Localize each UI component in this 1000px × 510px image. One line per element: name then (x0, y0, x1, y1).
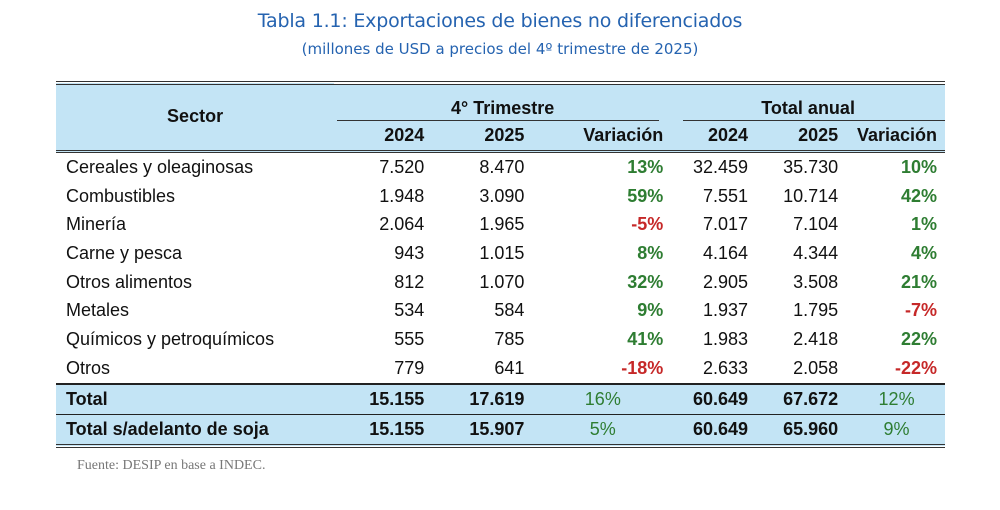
a-2024-cell: 4.164 (702, 242, 749, 263)
sector-cell: Otros alimentos (66, 271, 193, 292)
header-row-groups: Sector 4° Trimestre Total anual (56, 83, 945, 152)
q-variation-cell: 41% (627, 328, 664, 349)
a-variation-cell: 12% (848, 383, 945, 415)
a-variation-cell: 1% (910, 214, 937, 235)
q-variation-cell: -18% (534, 353, 672, 385)
q-2024-cell: 779 (334, 353, 435, 385)
q-2024-cell: 15.155 (334, 383, 435, 415)
table-title: Tabla 1.1: Exportaciones de bienes no di… (257, 10, 743, 32)
q-2025-cell: 584 (494, 300, 525, 321)
q-variation-cell: 8% (637, 242, 664, 263)
total-row: Total 15.155 17.619 16% 60.649 67.672 12% (56, 383, 945, 415)
table-body: Cereales y oleaginosas 7.520 8.470 13% 32.45… (56, 152, 945, 446)
q-variation-cell: 9% (637, 300, 664, 321)
a-2025-cell: 2.058 (758, 353, 849, 385)
exports-table: Sector 4° Trimestre Total anual 2024 202… (56, 81, 945, 448)
a-2024-cell: 1.937 (702, 300, 749, 321)
q-variation-cell: 59% (627, 185, 664, 206)
q-2025-cell: 641 (434, 353, 535, 385)
sector-cell: Cereales y oleaginosas (66, 156, 254, 177)
sector-cell: Combustibles (66, 185, 176, 206)
table-row: Otros 779 641 -18% 2.633 2.058 -22% (56, 353, 945, 385)
header-row-columns: 2024 2025 Variación 2024 2025 Variación (56, 121, 945, 152)
a-2025-cell: 3.508 (793, 271, 839, 292)
a-variation-cell: 22% (900, 328, 937, 349)
a-2024-cell: 7.017 (702, 214, 749, 235)
q-2024-cell: 15.155 (334, 414, 435, 446)
a-variation-cell: 42% (900, 185, 937, 206)
q-variation-cell: -5% (631, 214, 664, 235)
a-2024-cell: 2.905 (702, 271, 749, 292)
sector-cell: Carne y pesca (66, 242, 183, 263)
a-2024-cell: 32.459 (692, 156, 749, 177)
col-header-a-variation: Variación (848, 121, 945, 152)
a-2024-cell: 60.649 (671, 383, 759, 415)
q-2025-cell: 3.090 (479, 185, 525, 206)
a-variation-cell: 21% (900, 271, 937, 292)
a-variation-cell: 4% (910, 242, 937, 263)
a-2025-cell: 1.795 (793, 300, 839, 321)
table-row: Minería 2.064 1.965 -5% 7.017 7.104 1% (56, 210, 945, 239)
a-variation-cell: 10% (900, 156, 937, 177)
a-variation-cell: 9% (848, 414, 945, 446)
total-without-soy-advance-row: Total s/adelanto de soja 15.155 15.907 5% 60… (56, 414, 945, 446)
col-header-a-2025: 2025 (758, 121, 849, 152)
a-2024-cell: 7.551 (702, 185, 749, 206)
table-row: Cereales y oleaginosas 7.520 8.470 13% 32.45… (56, 152, 945, 182)
q-2024-cell: 943 (394, 242, 425, 263)
a-2024-cell: 2.633 (671, 353, 759, 385)
q-2024-cell: 555 (394, 328, 425, 349)
q-2025-cell: 1.070 (479, 271, 525, 292)
a-2024-cell: 60.649 (671, 414, 759, 446)
table-header: Sector 4° Trimestre Total anual 2024 202… (56, 83, 945, 152)
col-header-a-2024: 2024 (671, 121, 759, 152)
sector-cell: Minería (66, 214, 127, 235)
q-2025-cell: 8.470 (479, 156, 525, 177)
q-2024-cell: 2.064 (379, 214, 425, 235)
a-2025-cell: 67.672 (758, 383, 849, 415)
q-2025-cell: 1.965 (479, 214, 525, 235)
a-2025-cell: 2.418 (793, 328, 839, 349)
a-2025-cell: 7.104 (793, 214, 839, 235)
a-2025-cell: 10.714 (783, 185, 839, 206)
sector-cell: Total s/adelanto de soja (56, 414, 335, 446)
sector-column-header: Sector (56, 83, 335, 152)
table-row: Químicos y petroquímicos 555 785 41% 1.983 2.… (56, 325, 945, 354)
q-2024-cell: 812 (394, 271, 425, 292)
q-2024-cell: 534 (394, 300, 425, 321)
a-2025-cell: 35.730 (783, 156, 839, 177)
a-variation-cell: -7% (904, 300, 937, 321)
col-header-q-variation: Variación (534, 121, 672, 152)
source-note: Fuente: DESIP en base a INDEC. (77, 458, 266, 473)
a-2025-cell: 4.344 (793, 242, 839, 263)
table-row: Combustibles 1.948 3.090 59% 7.551 10.714 42% (56, 182, 945, 211)
group-header-annual: Total anual (671, 83, 945, 121)
table-subtitle: (millones de USD a precios del 4º trimes… (301, 40, 699, 58)
exports-table-container: Sector 4° Trimestre Total anual 2024 202… (56, 81, 945, 448)
table-row: Carne y pesca 943 1.015 8% 4.164 4.344 4% (56, 239, 945, 268)
q-variation-cell: 5% (534, 414, 672, 446)
a-2025-cell: 65.960 (758, 414, 849, 446)
q-2025-cell: 1.015 (479, 242, 525, 263)
q-variation-cell: 32% (627, 271, 664, 292)
a-variation-cell: -22% (848, 353, 945, 385)
q-2024-cell: 1.948 (379, 185, 425, 206)
table-row: Metales 534 584 9% 1.937 1.795 -7% (56, 296, 945, 325)
col-header-q-2025: 2025 (434, 121, 535, 152)
table-row: Otros alimentos 812 1.070 32% 2.905 3.508 21% (56, 268, 945, 297)
q-2025-cell: 17.619 (434, 383, 535, 415)
sector-cell: Químicos y petroquímicos (66, 328, 275, 349)
sector-cell: Total (56, 383, 335, 415)
sector-cell: Metales (66, 300, 130, 321)
q-2025-cell: 785 (494, 328, 525, 349)
group-header-quarter: 4° Trimestre (334, 83, 672, 121)
q-variation-cell: 16% (534, 383, 672, 415)
col-header-q-2024: 2024 (334, 121, 435, 152)
q-2025-cell: 15.907 (434, 414, 535, 446)
q-2024-cell: 7.520 (379, 156, 425, 177)
q-variation-cell: 13% (627, 156, 664, 177)
a-2024-cell: 1.983 (702, 328, 749, 349)
sector-cell: Otros (56, 353, 335, 385)
